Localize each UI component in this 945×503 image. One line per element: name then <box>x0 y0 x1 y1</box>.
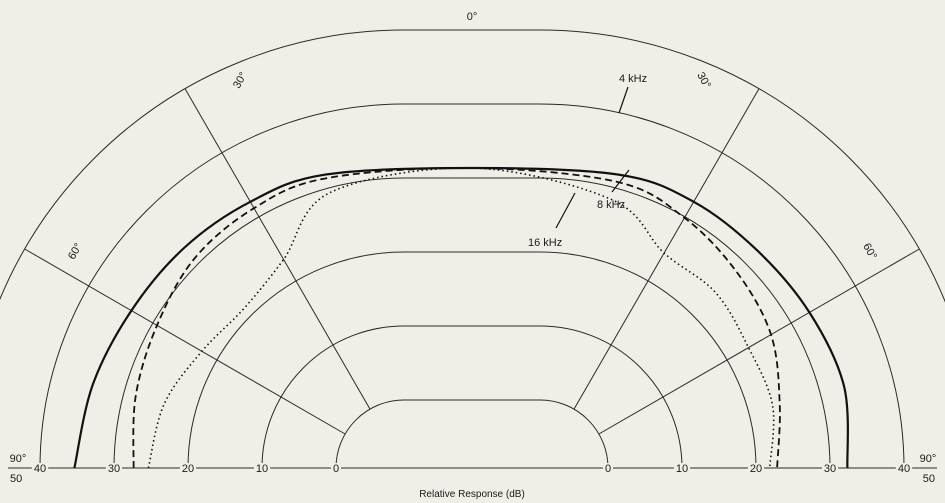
tick-left-10: 10 <box>256 463 268 475</box>
grid-ring-50db <box>0 29 945 303</box>
angle-label-bg <box>917 453 939 465</box>
tick-bg <box>179 463 197 475</box>
grid-ring-10db <box>261 325 683 469</box>
radial-line-right-30 <box>598 248 920 435</box>
angle-label-bg <box>859 239 880 264</box>
angle-label-bg <box>65 239 86 264</box>
tick-bg <box>602 463 614 475</box>
tick-left-50: 50 <box>10 473 22 485</box>
polar-grid <box>0 29 945 469</box>
tick-bg <box>330 463 342 475</box>
tick-bg <box>895 463 913 475</box>
tick-bg <box>31 463 49 475</box>
tick-bg <box>253 463 271 475</box>
series-label: 8 kHz <box>597 199 625 211</box>
series-solid-trace <box>73 166 849 469</box>
tick-right-10: 10 <box>676 463 688 475</box>
series-leader-line <box>618 86 629 114</box>
angle-label-3: 0° <box>467 11 478 23</box>
grid-ring-30db <box>113 177 831 469</box>
series-labels: 4 kHz 8 kHz 16 kHz <box>528 73 647 249</box>
tick-bg <box>105 463 123 475</box>
tick-bg <box>673 463 691 475</box>
angle-label-bg <box>230 68 251 93</box>
angle-label-0: 90° <box>10 453 27 465</box>
series-label: 16 kHz <box>528 237 562 249</box>
tick-right-0: 0 <box>605 463 611 475</box>
response-traces <box>73 166 849 469</box>
angle-label-6: 90° <box>920 453 937 465</box>
radial-line-left-60 <box>184 88 371 410</box>
series-leader-line <box>611 169 630 193</box>
tick-right-20: 20 <box>750 463 762 475</box>
radial-tick-labels: 50 40 30 20 10 0 0 10 20 30 40 50 <box>10 463 935 485</box>
tick-bg <box>821 463 839 475</box>
grid-ring-20db <box>187 251 757 469</box>
grid-ring-0db <box>335 399 609 469</box>
tick-right-40: 40 <box>898 463 910 475</box>
angle-label-bg <box>7 453 29 465</box>
tick-right-30: 30 <box>824 463 836 475</box>
tick-left-40: 40 <box>34 463 46 475</box>
tick-left-20: 20 <box>182 463 194 475</box>
x-axis-label: Relative Response (dB) <box>419 489 525 500</box>
angle-label-bg <box>693 68 714 93</box>
tick-left-30: 30 <box>108 463 120 475</box>
tick-left-0: 0 <box>333 463 339 475</box>
series-leader-line <box>555 192 576 229</box>
tick-bg <box>747 463 765 475</box>
angle-labels: 90°60°30°0°30°60°90° <box>7 11 939 465</box>
angle-label-bg <box>464 11 480 23</box>
series-dotted-trace <box>147 167 775 469</box>
tick-right-50: 50 <box>923 473 935 485</box>
radial-line-left-30 <box>24 248 346 435</box>
series-label: 4 kHz <box>619 73 647 85</box>
grid-ring-40db <box>39 103 905 469</box>
series-dashed-trace <box>132 167 781 469</box>
radial-line-right-60 <box>573 88 760 410</box>
